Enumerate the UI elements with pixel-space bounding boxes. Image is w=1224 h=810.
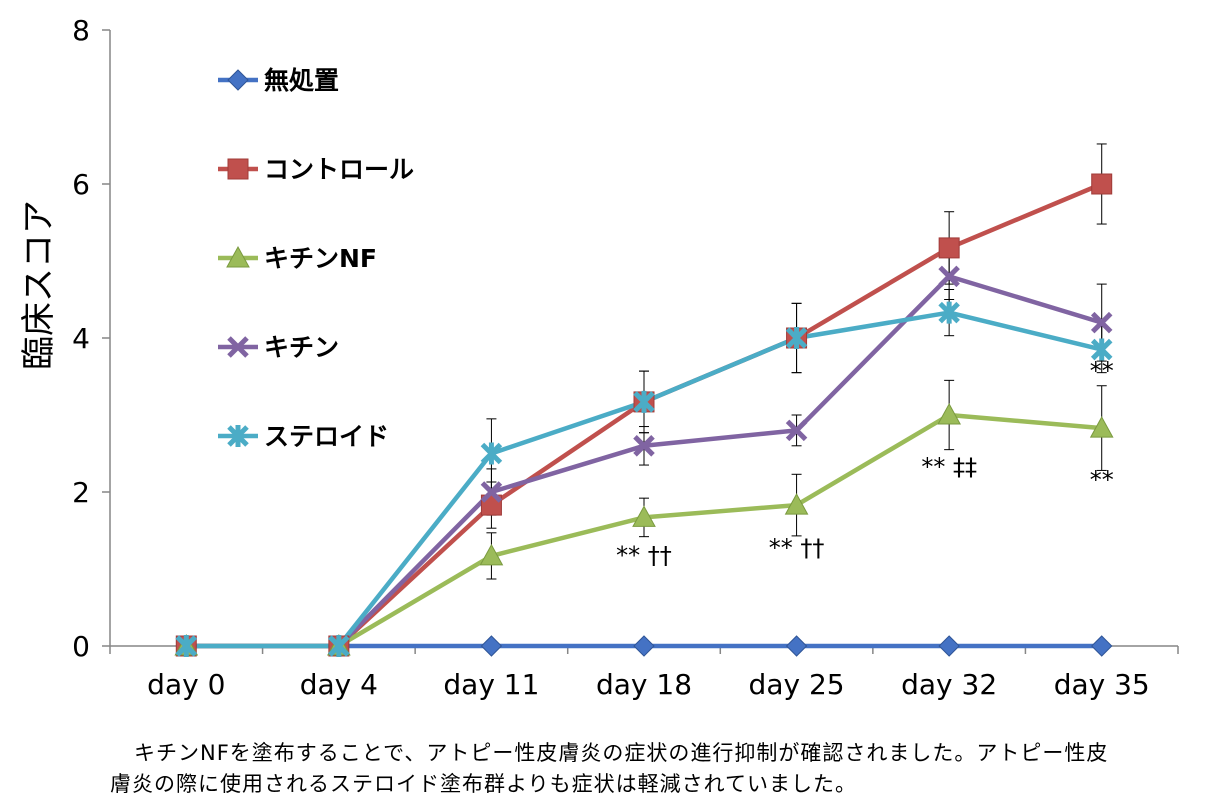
series-3-point (784, 493, 809, 515)
legend-swatch-marker (227, 158, 249, 180)
annotation-label: ** ‡‡ (921, 453, 977, 481)
x-tick-label: day 35 (1054, 668, 1150, 701)
series-3-point (479, 543, 504, 566)
caption: キチンNFを塗布することで、アトピー性皮膚炎の症状の進行抑制が確認されました。ア… (110, 738, 1190, 800)
legend-label: 無処置 (264, 66, 339, 95)
axes: 0 2 4 6 8 day 0 day 4 day 11 day 18 day 25 day 32 d… (72, 14, 1179, 701)
legend-item: キチン (218, 333, 339, 362)
line-chart: 0 2 4 6 8 day 0 day 4 day 11 day 18 day 25 day 32 d… (19, 14, 1179, 701)
series-markers (174, 173, 1114, 657)
y-tick-label: 2 (72, 476, 90, 509)
y-tick-label: 4 (72, 322, 90, 355)
series-2-point (938, 237, 960, 259)
series-5-point (480, 442, 503, 465)
series-1-point (1091, 635, 1113, 657)
annotation-label: ** †† (769, 534, 825, 562)
legend-item: ステロイド (218, 422, 389, 451)
series-4-point (1090, 311, 1113, 334)
legend-swatch-marker (227, 425, 249, 447)
y-tick-label: 8 (72, 14, 90, 47)
series-5-point (785, 327, 808, 349)
series-4-point (633, 435, 655, 457)
caption-line-1: キチンNFを塗布することで、アトピー性皮膚炎の症状の進行抑制が確認されました。ア… (134, 741, 1109, 765)
x-tick-label: day 4 (300, 668, 378, 701)
series-1-point (633, 635, 655, 657)
annotation-label: ** †† (616, 542, 672, 570)
series-1-point (480, 635, 503, 657)
series-3-point (1089, 416, 1114, 438)
significance-annotations: ** †† ** †† ** ‡‡ ** ** (616, 357, 1114, 570)
series-5-point (1090, 338, 1113, 361)
y-tick-label: 6 (72, 168, 90, 201)
legend-label: コントロール (264, 155, 414, 184)
series-2-point (1091, 173, 1113, 195)
series-5-point (633, 390, 655, 413)
legend-swatch-marker (227, 69, 249, 91)
y-axis-label: 臨床スコア (19, 200, 59, 370)
legend-item: キチンNF (218, 244, 377, 273)
series-5-point (175, 635, 198, 657)
legend-swatch-marker (226, 245, 250, 268)
caption-line-2: 膚炎の際に使用されるステロイド塗布群よりも症状は軽減されていました。 (110, 772, 857, 796)
series-5-point (328, 635, 350, 657)
legend-item: 無処置 (218, 66, 339, 95)
series-3-point (937, 402, 961, 425)
series-4-point (785, 419, 808, 442)
series-1-point (938, 635, 960, 657)
annotation-label: ** (1090, 357, 1114, 385)
legend-label: キチン (264, 333, 339, 362)
x-tick-label: day 32 (901, 668, 997, 701)
legend-item: コントロール (218, 155, 414, 184)
legend-label: キチンNF (264, 244, 377, 273)
y-tick-label: 0 (72, 630, 90, 663)
x-tick-label: day 11 (443, 668, 539, 701)
x-tick-label: day 18 (596, 668, 692, 701)
series-3-point (632, 505, 656, 527)
annotation-label: ** (1090, 466, 1114, 494)
x-tick-label: day 25 (749, 668, 845, 701)
x-tick-label: day 0 (147, 668, 225, 701)
series-1-point (785, 635, 808, 657)
legend-label: ステロイド (264, 422, 389, 451)
series-4-point (480, 481, 503, 503)
series-5-point (938, 301, 960, 324)
series-4-point (938, 265, 960, 288)
legend-swatch-marker (227, 336, 249, 358)
